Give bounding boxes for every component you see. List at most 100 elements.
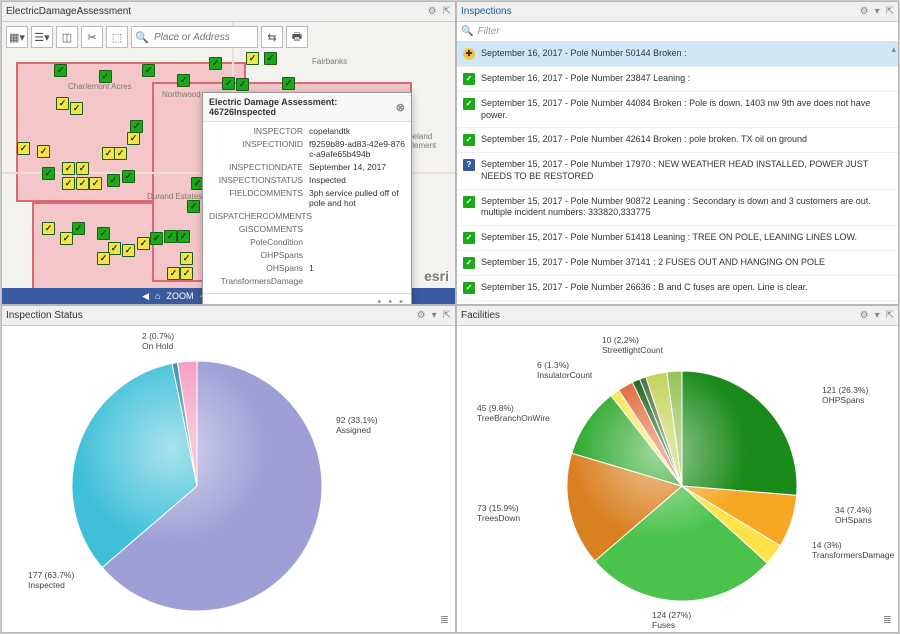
map-marker[interactable]: ✓ xyxy=(62,177,75,190)
inspection-item[interactable]: ✓September 15, 2017 - Pole Number 37141 … xyxy=(457,251,898,276)
inspection-item[interactable]: ✓September 15, 2017 - Pole Number 51418 … xyxy=(457,226,898,251)
pie-label: 10 (2.2%)StreetlightCount xyxy=(602,336,663,356)
inspection-text: September 16, 2017 - Pole Number 23847 L… xyxy=(481,73,690,85)
status-chart: ≣ 177 (63.7%)Inspected92 (33.1%)Assigned… xyxy=(2,326,455,632)
zoom-prev-icon[interactable]: ◀ xyxy=(142,291,149,302)
map-marker[interactable]: ✓ xyxy=(97,227,110,240)
map-marker[interactable]: ✓ xyxy=(164,230,177,243)
map-marker[interactable]: ✓ xyxy=(70,102,83,115)
layers-button[interactable]: ☰▾ xyxy=(31,26,53,48)
inspection-item[interactable]: ✓September 15, 2017 - Pole Number 44084 … xyxy=(457,92,898,128)
map-marker[interactable]: ✓ xyxy=(209,57,222,70)
popup-field: INSPECTIONSTATUSInspected xyxy=(209,175,405,185)
bookmark-button[interactable]: ◫ xyxy=(56,26,78,48)
scroll-up-icon[interactable]: ▴ xyxy=(891,44,896,55)
expand-icon[interactable]: ⇱ xyxy=(443,310,451,321)
inspection-item[interactable]: ✓September 15, 2017 - Pole Number 26636 … xyxy=(457,276,898,301)
map-marker[interactable]: ✓ xyxy=(37,145,50,158)
expand-icon[interactable]: ⇱ xyxy=(886,310,894,321)
inspection-text: September 15, 2017 - Pole Number 51418 L… xyxy=(481,232,857,244)
popup-field: INSPECTIONDATESeptember 14, 2017 xyxy=(209,162,405,172)
chevron-down-icon[interactable]: ▾ xyxy=(875,6,880,17)
map-marker[interactable]: ✓ xyxy=(107,174,120,187)
search-icon: 🔍 xyxy=(461,26,473,37)
select-button[interactable]: ⬚ xyxy=(106,26,128,48)
pie-label: 121 (26.3%)OHPSpans xyxy=(822,386,868,406)
print-button[interactable]: 🖶 xyxy=(286,26,308,48)
inspection-item[interactable]: ✚ September 16, 2017 - Pole Number 50144 … xyxy=(457,42,898,67)
inspection-item[interactable]: ✓September 15, 2017 - Pole Number 42614 … xyxy=(457,128,898,153)
inspection-item[interactable]: ✓September 16, 2017 - Pole Number 23847 … xyxy=(457,67,898,92)
inspection-item[interactable]: ✓September 15, 2017 - Pole Number 19490 … xyxy=(457,301,898,304)
expand-icon[interactable]: ⇱ xyxy=(443,6,451,17)
gear-icon[interactable]: ⚙ xyxy=(860,310,869,321)
map-marker[interactable]: ✓ xyxy=(180,267,193,280)
map-marker[interactable]: ✓ xyxy=(177,230,190,243)
map-marker[interactable]: ✓ xyxy=(130,120,143,133)
inspection-text: September 15, 2017 - Pole Number 26636 :… xyxy=(481,282,808,294)
pie-label: 34 (7.4%)OHSpans xyxy=(835,506,872,526)
inspection-text: September 15, 2017 - Pole Number 90872 L… xyxy=(481,196,892,219)
map-canvas[interactable]: FairbanksArredondoNorthwoodCharlemont Ac… xyxy=(2,22,455,304)
map-marker[interactable]: ✓ xyxy=(76,177,89,190)
chevron-down-icon[interactable]: ▾ xyxy=(875,310,880,321)
map-marker[interactable]: ✓ xyxy=(127,132,140,145)
map-marker[interactable]: ✓ xyxy=(246,52,259,65)
filter-placeholder: Filter xyxy=(477,26,499,37)
map-marker[interactable]: ✓ xyxy=(89,177,102,190)
done-status-icon: ✓ xyxy=(463,196,475,208)
gear-icon[interactable]: ⚙ xyxy=(428,6,437,17)
popup-field: INSPECTORcopelandtk xyxy=(209,126,405,136)
map-marker[interactable]: ✓ xyxy=(236,78,249,91)
map-marker[interactable]: ✓ xyxy=(187,200,200,213)
new-status-icon: ✚ xyxy=(463,48,475,60)
basemap-button[interactable]: ▦▾ xyxy=(6,26,28,48)
popup-field: OHPSpans xyxy=(209,250,405,260)
map-marker[interactable]: ✓ xyxy=(76,162,89,175)
map-marker[interactable]: ✓ xyxy=(17,142,30,155)
home-icon[interactable]: ⌂ xyxy=(155,291,160,301)
facilities-chart: ≣ 121 (26.3%)OHPSpans34 (7.4%)OHSpans14 … xyxy=(457,326,898,632)
map-search-input[interactable] xyxy=(152,32,257,43)
map-search[interactable]: 🔍 xyxy=(131,26,258,48)
measure-button[interactable]: ✂ xyxy=(81,26,103,48)
map-marker[interactable]: ✓ xyxy=(122,244,135,257)
inspection-text: September 15, 2017 - Pole Number 44084 B… xyxy=(481,98,892,121)
inspection-item[interactable]: ?September 15, 2017 - Pole Number 17970 … xyxy=(457,153,898,189)
chevron-down-icon[interactable]: ▾ xyxy=(432,310,437,321)
city-label: Fairbanks xyxy=(312,57,347,66)
map-marker[interactable]: ✓ xyxy=(282,77,295,90)
popup-pager[interactable]: • • • xyxy=(203,293,411,304)
map-marker[interactable]: ✓ xyxy=(99,70,112,83)
facilities-title: Facilities xyxy=(461,310,500,321)
filter-row[interactable]: 🔍 Filter xyxy=(457,22,898,42)
inspection-text: September 16, 2017 - Pole Number 50144 B… xyxy=(481,48,687,60)
map-marker[interactable]: ✓ xyxy=(114,147,127,160)
map-marker[interactable]: ✓ xyxy=(42,167,55,180)
popup-field: OHSpans1 xyxy=(209,263,405,273)
map-marker[interactable]: ✓ xyxy=(264,52,277,65)
legend-icon[interactable]: ≣ xyxy=(440,613,449,626)
map-marker[interactable]: ✓ xyxy=(42,222,55,235)
close-icon[interactable]: ⊗ xyxy=(396,101,405,114)
map-marker[interactable]: ✓ xyxy=(54,64,67,77)
map-marker[interactable]: ✓ xyxy=(222,77,235,90)
map-marker[interactable]: ✓ xyxy=(142,64,155,77)
map-marker[interactable]: ✓ xyxy=(56,97,69,110)
map-marker[interactable]: ✓ xyxy=(122,170,135,183)
map-marker[interactable]: ✓ xyxy=(167,267,180,280)
expand-icon[interactable]: ⇱ xyxy=(886,6,894,17)
map-marker[interactable]: ✓ xyxy=(62,162,75,175)
gear-icon[interactable]: ⚙ xyxy=(860,6,869,17)
map-marker[interactable]: ✓ xyxy=(137,237,150,250)
inspections-list[interactable]: ▴ ✚ September 16, 2017 - Pole Number 5014… xyxy=(457,42,898,304)
map-marker[interactable]: ✓ xyxy=(97,252,110,265)
filter-button[interactable]: ⇆ xyxy=(261,26,283,48)
map-marker[interactable]: ✓ xyxy=(180,252,193,265)
map-marker[interactable]: ✓ xyxy=(72,222,85,235)
pie-label: 14 (3%)TransformersDamage xyxy=(812,541,894,561)
map-marker[interactable]: ✓ xyxy=(150,232,163,245)
inspection-item[interactable]: ✓ September 15, 2017 - Pole Number 90872 … xyxy=(457,190,898,226)
map-marker[interactable]: ✓ xyxy=(177,74,190,87)
gear-icon[interactable]: ⚙ xyxy=(417,310,426,321)
